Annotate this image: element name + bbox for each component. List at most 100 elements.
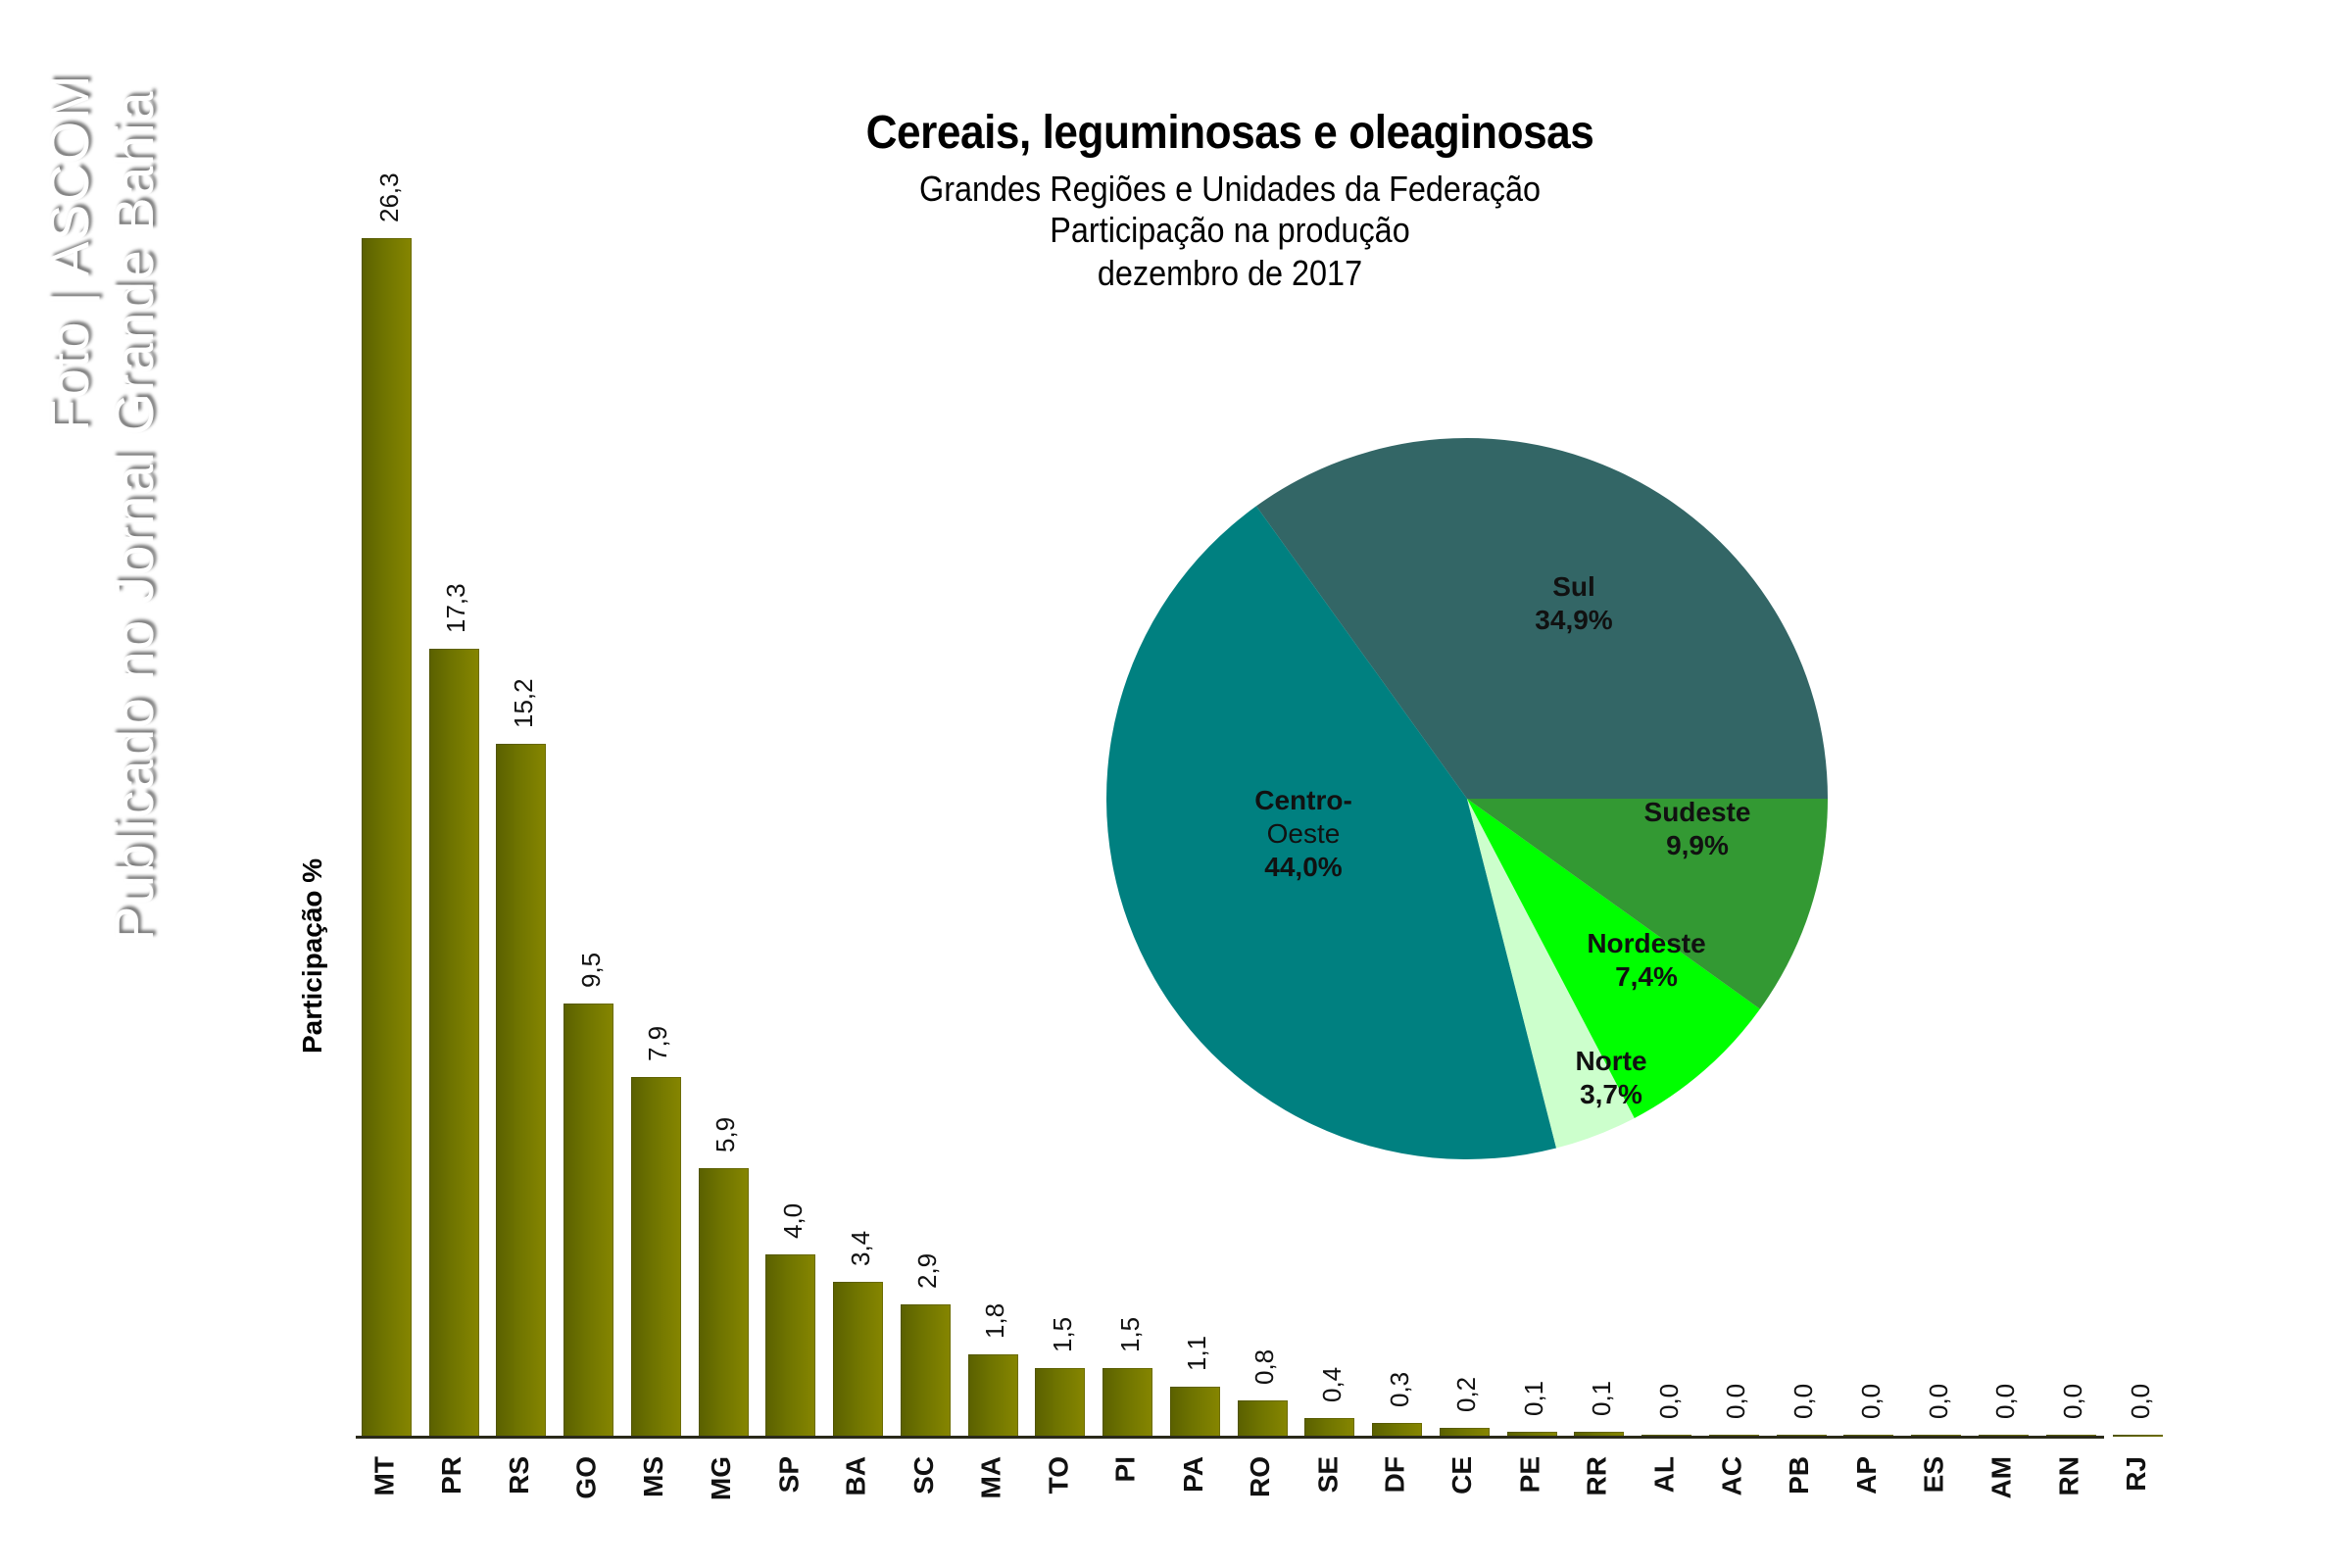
pie-label-name: Nordeste <box>1587 928 1706 958</box>
bar-rj <box>2113 1435 2164 1437</box>
x-axis-tick-label: RJ <box>2120 1456 2151 1492</box>
pie-chart-graphic <box>1105 437 1828 1160</box>
bar-ms <box>630 1077 681 1437</box>
x-axis-tick-label: MG <box>706 1456 737 1501</box>
pie-label-name: Oeste <box>1266 818 1341 849</box>
x-axis-line <box>356 1436 2104 1439</box>
chart-subtitle-regions: Grandes Regiões e Unidades da Federação <box>918 169 1541 209</box>
pie-slice-centro-oeste <box>1105 506 1557 1160</box>
bar-value-label: 7,9 <box>643 1025 673 1061</box>
x-axis-tick-label: PB <box>1784 1456 1815 1494</box>
bar-pi <box>1102 1368 1153 1437</box>
bar-ce <box>1439 1428 1490 1437</box>
pie-label-name: Sudeste <box>1643 797 1751 827</box>
pie-label-name: Norte <box>1575 1046 1647 1076</box>
bar-value-label: 0,0 <box>2058 1383 2087 1419</box>
bar-value-label: 0,0 <box>1653 1383 1684 1419</box>
bar-value-label: 0,0 <box>2125 1383 2155 1419</box>
bar-sp <box>765 1254 816 1437</box>
pie-label-percent: 3,7% <box>1580 1079 1642 1109</box>
bar-value-label: 1,1 <box>1182 1335 1212 1371</box>
x-axis-tick-label: RN <box>2053 1456 2083 1496</box>
bar-mg <box>698 1168 749 1437</box>
pie-label-nordeste: Nordeste 7,4% <box>1587 927 1705 994</box>
pie-slice-nordeste <box>1467 799 1760 1118</box>
x-axis-tick-label: MS <box>638 1456 669 1497</box>
x-axis-tick-label: ES <box>1918 1456 1949 1494</box>
chart-subtitle-measure: Participação na produção <box>1050 210 1410 250</box>
bar-value-label: 0,0 <box>1721 1383 1751 1419</box>
x-axis-tick-label: SC <box>907 1456 939 1494</box>
x-axis-tick-label: PE <box>1514 1456 1545 1494</box>
bar-sc <box>900 1304 951 1437</box>
bar-pe <box>1506 1432 1557 1437</box>
bar-value-label: 17,3 <box>441 583 471 633</box>
bar-pr <box>428 649 479 1437</box>
bar-value-label: 3,4 <box>845 1230 875 1266</box>
x-axis-tick-label: BA <box>840 1456 871 1496</box>
pie-slice-norte <box>1467 799 1635 1149</box>
bar-df <box>1372 1423 1423 1437</box>
bar-mt <box>362 238 412 1437</box>
pie-label-percent: 34,9% <box>1535 605 1613 635</box>
bar-to <box>1035 1368 1086 1437</box>
bar-go <box>564 1004 614 1437</box>
bar-value-label: 1,8 <box>980 1302 1010 1339</box>
pie-label-name: Centro- <box>1254 785 1352 815</box>
pie-label-percent: 7,4% <box>1615 961 1678 992</box>
bar-rr <box>1574 1432 1625 1437</box>
bar-value-label: 1,5 <box>1114 1316 1145 1352</box>
pie-slice-sudeste <box>1467 799 1828 1009</box>
bar-value-label: 0,3 <box>1384 1371 1414 1407</box>
bar-value-label: 0,0 <box>1990 1383 2021 1419</box>
bar-value-label: 2,9 <box>912 1252 943 1289</box>
bar-value-label: 0,0 <box>1855 1383 1886 1419</box>
bar-value-label: 0,4 <box>1316 1366 1347 1402</box>
bar-value-label: 0,0 <box>1788 1383 1819 1419</box>
x-axis-tick-label: PR <box>436 1456 467 1494</box>
x-axis-tick-label: RR <box>1581 1456 1612 1496</box>
x-axis-tick-label: AP <box>1850 1456 1882 1494</box>
x-axis-tick-label: MT <box>368 1456 400 1496</box>
pie-label-sul: Sul 34,9% <box>1535 570 1612 637</box>
pie-label-norte: Norte 3,7% <box>1575 1045 1646 1111</box>
bar-value-label: 15,2 <box>508 678 538 728</box>
x-axis-tick-label: GO <box>570 1456 602 1499</box>
x-axis-tick-label: RS <box>503 1456 534 1494</box>
x-axis-tick-label: SE <box>1311 1456 1343 1494</box>
pie-slice-sul <box>1255 437 1828 799</box>
bar-value-label: 4,0 <box>777 1202 808 1239</box>
bar-value-label: 0,1 <box>1586 1380 1616 1416</box>
bar-ba <box>833 1282 884 1437</box>
bar-value-label: 5,9 <box>710 1116 741 1152</box>
x-axis-tick-label: PA <box>1177 1456 1208 1493</box>
bar-value-label: 26,3 <box>373 172 404 222</box>
x-axis-tick-label: RO <box>1245 1456 1276 1497</box>
bar-value-label: 0,2 <box>1451 1376 1482 1412</box>
bar-value-label: 0,1 <box>1519 1380 1549 1416</box>
bar-rs <box>496 744 547 1437</box>
bar-value-label: 0,0 <box>1923 1383 1953 1419</box>
x-axis-tick-label: AL <box>1648 1456 1680 1494</box>
x-axis-tick-label: AM <box>1985 1456 2017 1499</box>
bar-ma <box>967 1354 1018 1437</box>
x-axis-tick-label: SP <box>772 1456 804 1494</box>
bar-value-label: 1,5 <box>1047 1316 1077 1352</box>
pie-label-sudeste: Sudeste 9,9% <box>1644 796 1751 862</box>
chart-subtitle-date: dezembro de 2017 <box>1097 253 1363 293</box>
x-axis-tick-label: MA <box>975 1456 1006 1499</box>
bar-pa <box>1169 1387 1220 1437</box>
chart-title: Cereais, leguminosas e oleaginosas <box>865 107 1594 159</box>
x-axis-tick-label: PI <box>1109 1456 1141 1483</box>
bar-value-label: 0,8 <box>1250 1348 1280 1385</box>
bar-se <box>1304 1418 1355 1437</box>
x-axis-tick-label: TO <box>1042 1456 1073 1494</box>
pie-label-percent: 44,0% <box>1264 852 1343 882</box>
pie-label-name: Sul <box>1552 571 1595 602</box>
pie-label-centro-oeste: Centro- Oeste 44,0% <box>1254 784 1352 884</box>
x-axis-tick-label: CE <box>1446 1456 1478 1494</box>
x-axis-tick-label: AC <box>1716 1456 1747 1496</box>
pie-chart <box>1102 436 1833 1161</box>
x-axis-tick-label: DF <box>1379 1456 1410 1494</box>
